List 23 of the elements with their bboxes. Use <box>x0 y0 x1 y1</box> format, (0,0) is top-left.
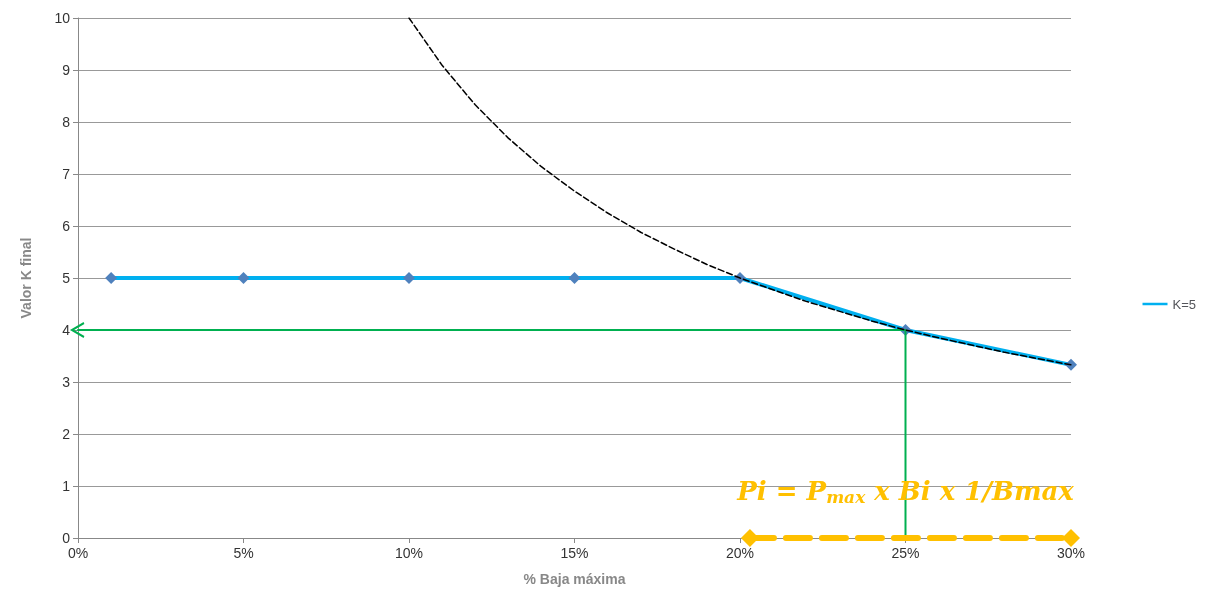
y-tick-label: 0 <box>62 530 71 546</box>
x-tick-label: 0% <box>67 545 89 561</box>
y-tick-label: 3 <box>62 374 71 390</box>
point <box>1062 529 1080 547</box>
y-tick-label: 8 <box>62 114 71 130</box>
x-tick-label: 20% <box>725 545 755 561</box>
y-tick-label: 6 <box>62 218 71 234</box>
x-tick-label: 30% <box>1056 545 1086 561</box>
x-tick-label: 15% <box>560 545 589 561</box>
y-tick-label: 4 <box>62 322 71 338</box>
point <box>71 322 85 338</box>
x-tick-label: 25% <box>891 545 920 561</box>
y-tick-label: 2 <box>62 426 71 442</box>
y-tick-label: 7 <box>62 166 71 182</box>
x-tick-label: 10% <box>394 545 424 561</box>
y-axis-title: Valor K final <box>18 237 34 319</box>
y-tick-label: 5 <box>62 270 71 286</box>
x-tick-label: 5% <box>233 545 254 561</box>
y-tick-label: 9 <box>62 62 71 78</box>
x-axis-title: % Baja máxima <box>523 571 626 587</box>
y-tick-label: 1 <box>62 478 71 494</box>
y-tick-label: 10 <box>54 10 71 26</box>
legend-label: K=5 <box>1172 296 1197 312</box>
